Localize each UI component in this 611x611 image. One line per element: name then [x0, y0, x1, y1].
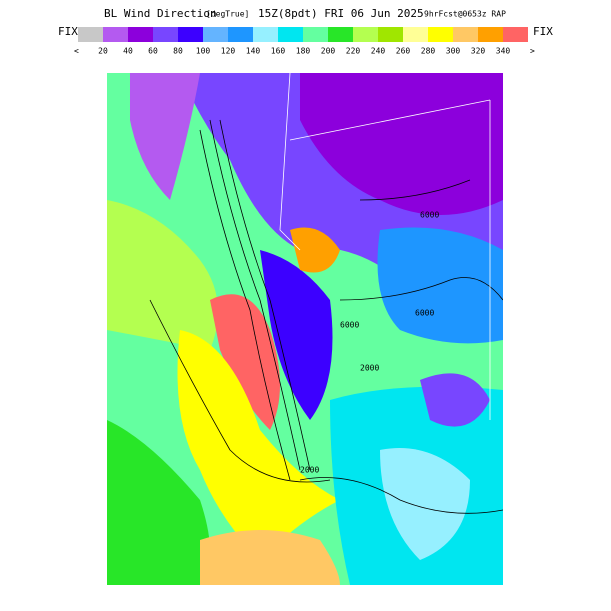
- colorbar-label: 140: [246, 47, 261, 56]
- color-swatch: [228, 27, 253, 42]
- colorbar-label: 80: [173, 47, 183, 56]
- color-swatch: [478, 27, 503, 42]
- valid-time: 15Z(8pdt) FRI 06 Jun 2025: [258, 7, 424, 20]
- map: 6000 6000 6000 2000 2000: [107, 73, 503, 585]
- contour-label: 6000: [420, 211, 439, 220]
- fix-label: FIX: [58, 25, 78, 38]
- colorbar: 20 40 60 80 100 120 140 160 180 200 220 240 260 280 30…: [78, 27, 528, 56]
- color-swatch: [128, 27, 153, 42]
- contour-label: 6000: [340, 321, 359, 330]
- color-swatch: [328, 27, 353, 42]
- color-swatch: [153, 27, 178, 42]
- contour-label: 2000: [360, 364, 379, 373]
- color-swatch: [278, 27, 303, 42]
- colorbar-label: 120: [221, 47, 236, 56]
- color-swatch: [78, 27, 103, 42]
- contour-label: 6000: [415, 309, 434, 318]
- run-info: 9hrFcst@0653z RAP: [424, 10, 506, 19]
- under-label: <: [74, 47, 79, 56]
- color-swatch: [428, 27, 453, 42]
- colorbar-label: 40: [123, 47, 133, 56]
- colorbar-label: 280: [421, 47, 436, 56]
- fix-label: FIX: [533, 25, 553, 38]
- color-swatch: [203, 27, 228, 42]
- colorbar-label: 340: [496, 47, 511, 56]
- colorbar-label: 180: [296, 47, 311, 56]
- over-label: >: [530, 47, 535, 56]
- title: BL Wind Direction: [104, 7, 217, 20]
- colorbar-label: 260: [396, 47, 411, 56]
- color-swatch: [253, 27, 278, 42]
- colorbar-label: 240: [371, 47, 386, 56]
- color-swatch: [303, 27, 328, 42]
- colorbar-label: 100: [196, 47, 211, 56]
- colorbar-label: 300: [446, 47, 461, 56]
- color-swatch: [103, 27, 128, 42]
- contour-label: 2000: [300, 466, 319, 475]
- colorbar-label: 20: [98, 47, 108, 56]
- colorbar-label: 160: [271, 47, 286, 56]
- colorbar-label: 320: [471, 47, 486, 56]
- color-swatch: [503, 27, 528, 42]
- color-swatch: [178, 27, 203, 42]
- color-swatch: [378, 27, 403, 42]
- units: [degTrue]: [206, 10, 249, 19]
- colorbar-label: 60: [148, 47, 158, 56]
- color-swatch: [453, 27, 478, 42]
- color-swatch: [403, 27, 428, 42]
- colorbar-label: 220: [346, 47, 361, 56]
- colorbar-label: 200: [321, 47, 336, 56]
- color-swatch: [353, 27, 378, 42]
